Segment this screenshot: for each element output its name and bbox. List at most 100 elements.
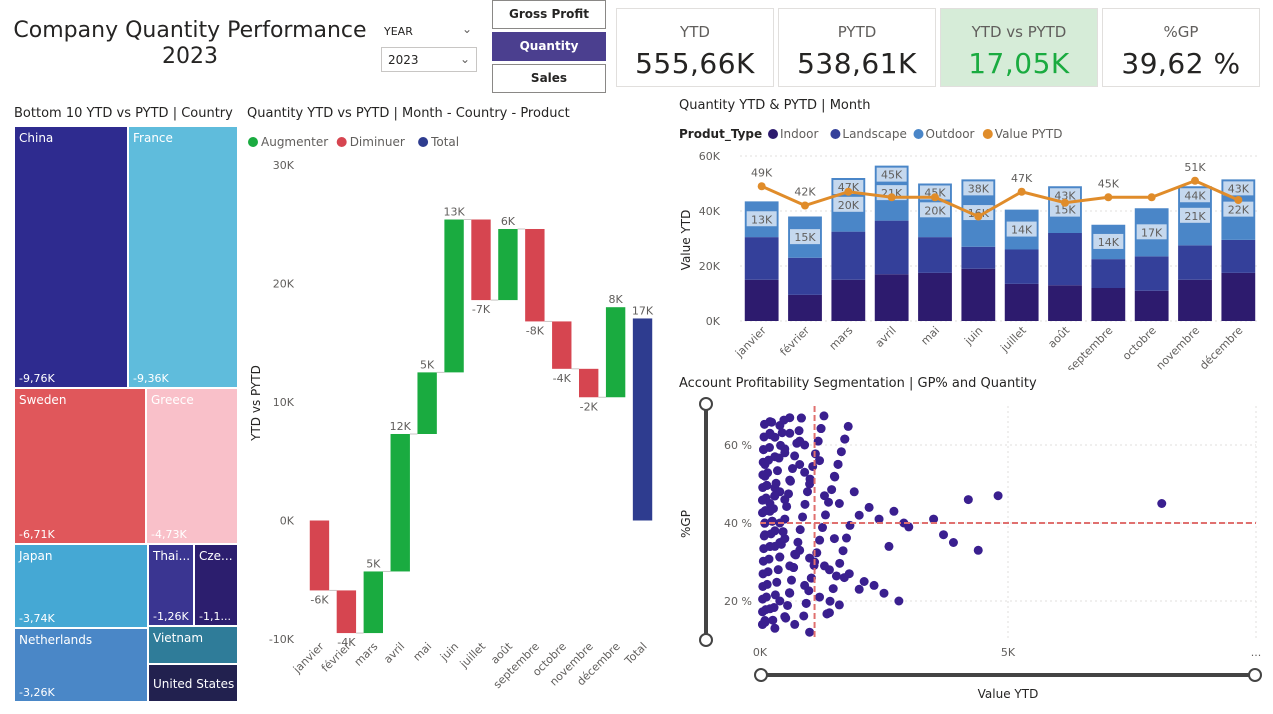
scatter-point	[859, 577, 869, 586]
scatter-point	[784, 588, 794, 598]
scatter-point	[759, 419, 769, 429]
scatter-point	[843, 421, 853, 431]
pytd-point	[844, 187, 853, 196]
pytd-point	[1234, 196, 1243, 204]
y-tick-label: 0K	[280, 515, 295, 528]
scatter-point	[834, 499, 844, 508]
scatter-point	[833, 459, 843, 469]
scatter-point	[963, 495, 973, 505]
scatter-point	[767, 417, 777, 427]
stacked-bar-segment	[788, 294, 822, 321]
scatter-point	[824, 497, 834, 507]
scatter-point	[864, 502, 874, 512]
scatter-point	[782, 501, 792, 511]
pytd-point	[1104, 193, 1113, 202]
stacked-bar-segment	[1048, 285, 1082, 321]
treemap-cell[interactable]: Cze... -1,1...	[194, 544, 238, 626]
treemap-cell-label: Thai...	[153, 549, 191, 563]
treemap-cell[interactable]: United States	[148, 664, 238, 702]
waterfall-bar	[579, 368, 599, 398]
data-label: 43K	[1228, 182, 1250, 195]
scatter-point	[854, 510, 864, 520]
treemap-cell[interactable]: Netherlands -3,26K	[14, 628, 148, 702]
scatter-point	[790, 451, 800, 461]
scatter-point	[800, 467, 810, 477]
treemap-cell-value: -9,36K	[133, 372, 169, 385]
scatter-point	[939, 530, 949, 540]
stacked-bar-segment	[1091, 259, 1126, 288]
treemap-cell[interactable]: Thai... -1,26K	[148, 544, 194, 626]
legend-label: Outdoor	[926, 127, 975, 141]
waterfall-bar	[525, 228, 545, 322]
scatter-point	[813, 436, 823, 446]
gross-profit-button[interactable]: Gross Profit	[492, 0, 606, 29]
waterfall-bar	[498, 228, 518, 301]
treemap-cell-label: United States	[153, 677, 235, 691]
scatter-point	[768, 615, 778, 625]
scatter-point	[825, 596, 835, 606]
waterfall-chart: Augmenter Diminuer Total -10K 0K 10K 20K 30K YTD…	[248, 135, 654, 691]
scatter-point	[854, 584, 864, 594]
scatter-point	[1157, 499, 1167, 508]
scatter-point	[819, 561, 829, 571]
data-label: 21K	[1184, 210, 1206, 223]
slicer-collapse-icon[interactable]: ⌄	[462, 22, 473, 36]
x-tick-label: 0K	[753, 646, 768, 659]
x-zoom-handle	[754, 668, 768, 682]
x-tick-label: mai	[411, 640, 435, 664]
y-axis-label: YTD vs PYTD	[249, 365, 263, 442]
scatter-point	[784, 489, 794, 499]
x-tick-label: mars	[352, 640, 381, 669]
scatter-point	[828, 584, 838, 594]
data-label: 17K	[1141, 226, 1163, 239]
data-label-bg	[1006, 221, 1037, 237]
kpi-value: 17,05K	[968, 47, 1070, 80]
waterfall-bar	[390, 433, 410, 572]
data-label: 51K	[1184, 161, 1206, 174]
treemap-cell[interactable]: France -9,36K	[128, 126, 238, 388]
data-label: 12K	[390, 420, 412, 433]
legend-marker	[418, 137, 429, 147]
data-label: 8K	[609, 293, 624, 306]
legend-label: Landscape	[842, 127, 906, 141]
stacked-bar-segment	[1048, 233, 1082, 286]
year-slicer-label: YEAR	[384, 25, 413, 38]
treemap-cell-value: -3,26K	[19, 686, 55, 699]
scatter-point	[904, 522, 914, 532]
scatter-point	[849, 487, 859, 497]
year-dropdown[interactable]: 2023 ⌄	[381, 47, 477, 72]
scatter-point	[776, 539, 786, 549]
scatter-point	[759, 445, 769, 455]
waterfall-bar	[471, 219, 491, 301]
sales-button[interactable]: Sales	[492, 64, 606, 93]
stacked-bar-segment	[918, 272, 952, 321]
scatter-point	[785, 476, 795, 486]
treemap-cell-value: -4,73K	[151, 528, 187, 541]
kpi-value: 538,61K	[797, 47, 917, 80]
treemap-cell[interactable]: Greece -4,73K	[146, 388, 238, 544]
y-axis-label: %GP	[679, 510, 693, 538]
scatter-point	[759, 531, 769, 541]
treemap-cell[interactable]: Japan -3,74K	[14, 544, 148, 628]
chevron-down-icon: ⌄	[459, 52, 470, 66]
pytd-point	[1061, 198, 1069, 207]
scatter-point	[815, 456, 825, 466]
treemap-cell[interactable]: Sweden -6,71K	[14, 388, 146, 544]
stacked-bar-segment	[831, 279, 866, 321]
y-tick-label: 40K	[699, 205, 721, 218]
scatter-point	[770, 491, 780, 501]
data-label: 17K	[632, 304, 654, 317]
y-tick-label: 40 %	[724, 517, 752, 530]
scatter-point	[834, 600, 844, 610]
data-label-bg	[1223, 201, 1254, 217]
treemap-cell[interactable]: China -9,76K	[14, 126, 128, 388]
scatter-point	[948, 538, 958, 547]
treemap-cell[interactable]: Vietnam	[148, 626, 238, 664]
x-tick-label: juillet	[457, 639, 489, 671]
x-tick-label: juin	[961, 324, 985, 348]
scatter-point	[973, 545, 983, 555]
scatter-point	[767, 516, 777, 526]
scatter-point	[785, 428, 795, 438]
quantity-button[interactable]: Quantity	[492, 32, 606, 61]
data-label: 13K	[751, 213, 773, 226]
